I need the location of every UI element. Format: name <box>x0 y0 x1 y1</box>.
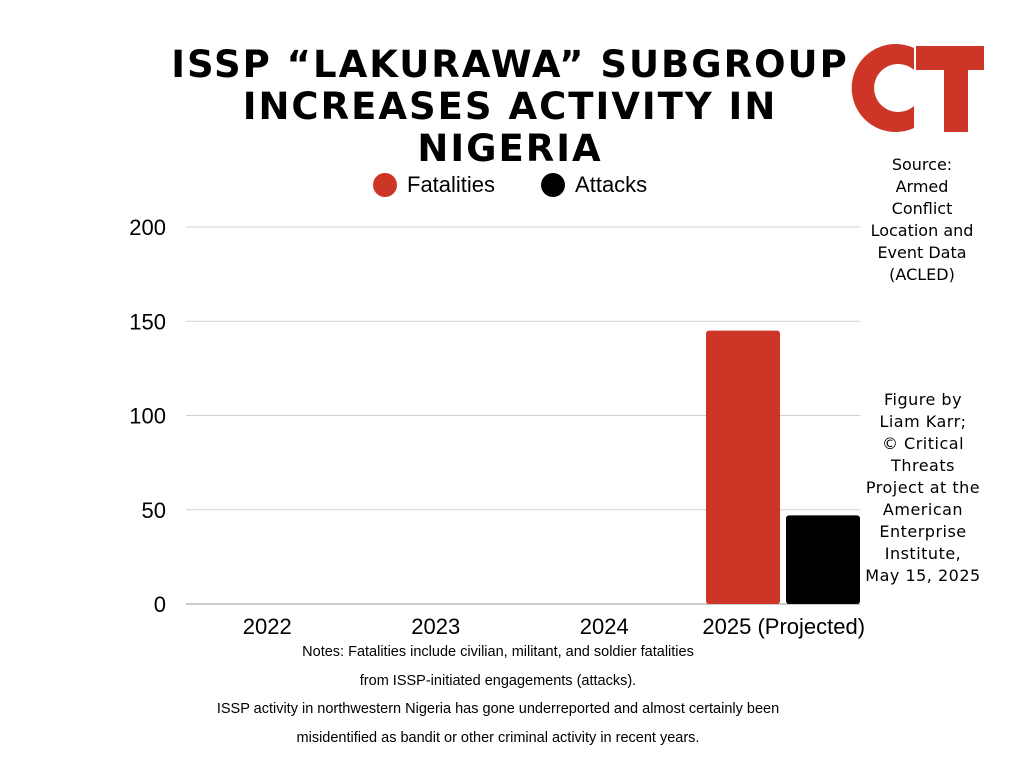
credit-line: © Critical <box>881 434 965 453</box>
x-tick-label: 2025 (Projected) <box>702 614 865 639</box>
x-tick-label: 2022 <box>243 614 292 639</box>
logo-t-stem <box>944 68 968 132</box>
source-line: Location and <box>870 221 974 240</box>
legend-label-attacks: Attacks <box>575 172 648 197</box>
logo-t-bar <box>916 46 984 70</box>
ct-logo <box>851 44 984 132</box>
bar-attacks-2025 <box>786 515 860 604</box>
credit-line: Enterprise <box>879 522 967 541</box>
x-tick-label: 2024 <box>580 614 629 639</box>
source-line: Conflict <box>891 199 953 218</box>
notes-line: Notes: Fatalities include civilian, mili… <box>302 644 694 660</box>
y-tick-label: 150 <box>129 309 166 334</box>
source-line: Source: <box>891 155 953 174</box>
notes-line: ISSP activity in northwestern Nigeria ha… <box>216 701 780 717</box>
legend-swatch-attacks <box>541 173 566 197</box>
notes-line: misidentified as bandit or other crimina… <box>296 729 700 746</box>
credit-line: May 15, 2025 <box>865 566 981 585</box>
credit-line: Figure by <box>883 390 963 409</box>
title-line-1: ISSP “LAKURAWA” SUBGROUP <box>171 43 849 86</box>
credit-line: Institute, <box>884 544 962 563</box>
legend-item-fatalities: Fatalities <box>373 172 495 198</box>
figure-credit: Figure by Liam Karr; © Critical Threats … <box>858 389 988 587</box>
title-line-2: INCREASES ACTIVITY IN NIGERIA <box>242 85 778 170</box>
credit-line: Liam Karr; <box>879 412 967 431</box>
y-tick-label: 200 <box>129 215 166 240</box>
legend-item-attacks: Attacks <box>541 172 647 198</box>
legend-swatch-fatalities <box>373 173 397 197</box>
source-line: Armed <box>895 177 949 196</box>
credit-line: Project at the <box>865 478 981 497</box>
y-tick-label: 100 <box>129 404 166 429</box>
legend: Fatalities Attacks <box>373 172 693 198</box>
y-tick-label: 50 <box>142 498 166 523</box>
y-tick-label: 0 <box>154 592 166 617</box>
logo-c-shape <box>851 44 914 132</box>
source-note: Source: Armed Conflict Location and Even… <box>864 154 980 286</box>
notes-line: from ISSP-initiated engagements (attacks… <box>359 672 637 689</box>
legend-label-fatalities: Fatalities <box>407 172 496 197</box>
chart-title: ISSP “LAKURAWA” SUBGROUP INCREASES ACTIV… <box>150 44 870 170</box>
source-line: Event Data <box>877 243 967 262</box>
credit-line: American <box>882 500 964 519</box>
source-line: (ACLED) <box>889 265 955 284</box>
bar-fatalities-2025 <box>706 330 780 604</box>
credit-line: Threats <box>891 456 955 475</box>
notes: Notes: Fatalities include civilian, mili… <box>100 638 896 752</box>
x-tick-label: 2023 <box>411 614 460 639</box>
